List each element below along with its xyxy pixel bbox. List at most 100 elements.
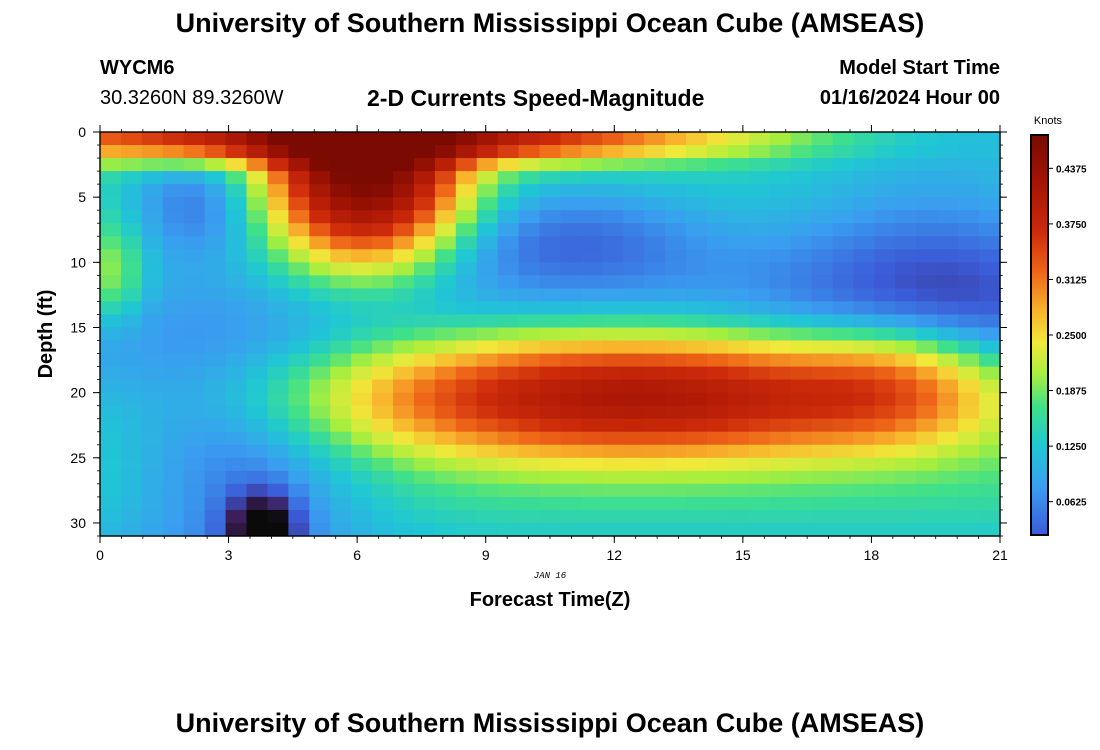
heatmap-cell [267, 522, 289, 537]
heatmap-cell [895, 418, 917, 433]
heatmap-cell [476, 392, 499, 407]
heatmap-cell [916, 444, 938, 459]
heatmap-cell [288, 470, 310, 485]
heatmap-cell [288, 197, 310, 211]
heatmap-cell [539, 457, 562, 472]
heatmap-cell [476, 145, 499, 159]
heatmap-cell [727, 366, 750, 381]
heatmap-cell [602, 171, 624, 185]
heatmap-cell [958, 470, 980, 485]
heatmap-cell [518, 509, 541, 524]
heatmap-cell [204, 483, 227, 498]
heatmap-cell [434, 483, 457, 498]
heatmap-cell [330, 314, 352, 329]
heatmap-cell [769, 340, 792, 355]
heatmap-cell [979, 496, 1001, 511]
heatmap-cell [183, 223, 206, 237]
heatmap-cell [497, 236, 520, 250]
heatmap-cell [309, 210, 331, 224]
heatmap-cell [958, 171, 980, 185]
heatmap-cell [979, 431, 1001, 446]
heatmap-cell [267, 145, 289, 159]
heatmap-cell [686, 314, 708, 329]
heatmap-cell [686, 418, 708, 433]
heatmap-cell [455, 314, 478, 329]
heatmap-cell [895, 210, 917, 224]
heatmap-cell [853, 184, 876, 198]
heatmap-cell [539, 509, 562, 524]
heatmap-cell [120, 145, 143, 159]
heatmap-cell [267, 496, 289, 511]
heatmap-cell [874, 431, 896, 446]
heatmap-cell [895, 275, 917, 289]
heatmap-cell [518, 392, 541, 407]
heatmap-cell [937, 470, 959, 485]
heatmap-cell [309, 314, 331, 329]
heatmap-cell [518, 288, 541, 303]
heatmap-cell [309, 522, 331, 537]
heatmap-cell [790, 340, 813, 355]
heatmap-cell [790, 405, 813, 420]
heatmap-cell [602, 431, 624, 446]
heatmap-cell [497, 158, 520, 172]
heatmap-cell [288, 236, 310, 250]
heatmap-cell [853, 366, 876, 381]
heatmap-cell [162, 171, 185, 185]
heatmap-cell [811, 418, 834, 433]
heatmap-cell [811, 522, 834, 537]
heatmap-cell [937, 210, 959, 224]
heatmap-cell [665, 327, 687, 342]
heatmap-cell [895, 431, 917, 446]
heatmap-cell [204, 340, 227, 355]
heatmap-cell [100, 444, 122, 459]
heatmap-cell [686, 158, 708, 172]
heatmap-cell [602, 457, 624, 472]
heatmap-cell [141, 392, 164, 407]
heatmap-cell [518, 522, 541, 537]
heatmap-cell [853, 210, 876, 224]
heatmap-cell [832, 197, 855, 211]
heatmap-cell [706, 145, 729, 159]
heatmap-cell [246, 314, 269, 329]
heatmap-cell [183, 132, 206, 146]
heatmap-cell [958, 405, 980, 420]
heatmap-cell [204, 249, 227, 263]
heatmap-cell [811, 457, 834, 472]
heatmap-cell [455, 288, 478, 303]
heatmap-cell [748, 158, 771, 172]
heatmap-cell [686, 353, 708, 368]
heatmap-cell [623, 301, 645, 316]
heatmap-cell [937, 132, 959, 146]
heatmap-cell [937, 457, 959, 472]
heatmap-cell [706, 457, 729, 472]
heatmap-cell [602, 145, 624, 159]
heatmap-cell [120, 288, 143, 303]
heatmap-cell [183, 431, 206, 446]
heatmap-cell [958, 327, 980, 342]
heatmap-cell [372, 288, 394, 303]
heatmap-cell [958, 522, 980, 537]
heatmap-cell [330, 171, 352, 185]
heatmap-cell [790, 249, 813, 263]
heatmap-cell [476, 210, 499, 224]
heatmap-cell [937, 145, 959, 159]
heatmap-cell [727, 262, 750, 276]
heatmap-cell [246, 392, 269, 407]
heatmap-cell [330, 353, 352, 368]
heatmap-cell [434, 418, 457, 433]
heatmap-cell [581, 470, 603, 485]
heatmap-cell [832, 496, 855, 511]
heatmap-cell [183, 275, 206, 289]
heatmap-cell [811, 275, 834, 289]
heatmap-cell [497, 379, 520, 394]
heatmap-cell [455, 327, 478, 342]
heatmap-cell [581, 314, 603, 329]
heatmap-cell [769, 158, 792, 172]
heatmap-cell [120, 223, 143, 237]
heatmap-cell [581, 483, 603, 498]
heatmap-cell [706, 275, 729, 289]
heatmap-cell [727, 275, 750, 289]
heatmap-cell [246, 275, 269, 289]
heatmap-cell [267, 366, 289, 381]
heatmap-cell [769, 392, 792, 407]
